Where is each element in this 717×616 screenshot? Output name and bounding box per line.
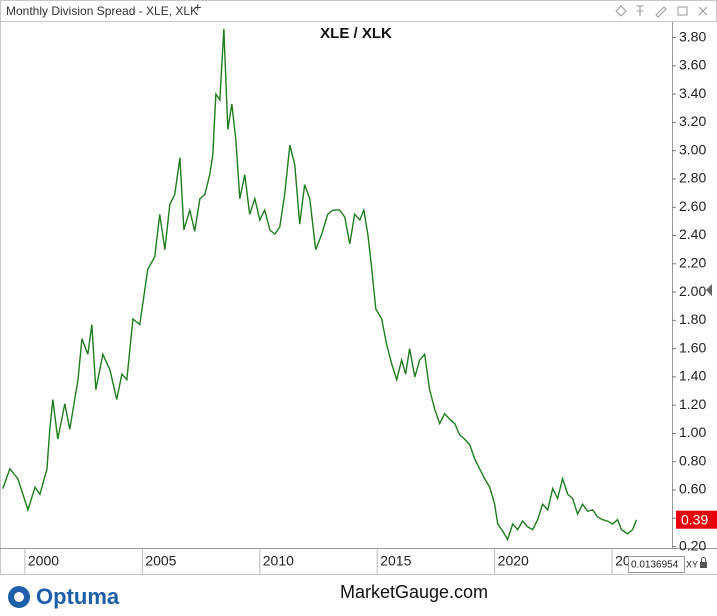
y-tick-label: 0.20 <box>679 537 706 553</box>
lock-icon[interactable] <box>700 562 707 568</box>
y-tick-label: 1.00 <box>679 424 706 440</box>
footer: Optuma MarketGauge.com <box>8 582 488 609</box>
lock-shackle <box>701 557 706 562</box>
x-tick-label: 2000 <box>28 553 59 569</box>
series-line <box>2 29 638 542</box>
y-tick-label: 0.60 <box>679 481 706 497</box>
y-tick-label: 1.20 <box>679 396 706 412</box>
expand-arrow[interactable] <box>706 284 712 296</box>
chart-title: XLE / XLK <box>320 25 392 42</box>
y-tick-label: 1.80 <box>679 311 706 327</box>
add-button[interactable]: + <box>194 0 202 14</box>
y-tick-label: 2.60 <box>679 198 706 214</box>
last-value-label: 0.39 <box>681 511 708 527</box>
y-tick-label: 1.40 <box>679 368 706 384</box>
window-icons <box>615 5 708 18</box>
x-tick-label: 2005 <box>145 553 176 569</box>
y-tick-label: 0.80 <box>679 452 706 468</box>
y-tick-label: 2.40 <box>679 226 706 242</box>
scale-mode[interactable]: XY <box>686 559 698 569</box>
y-tick-label: 3.20 <box>679 113 706 129</box>
y-tick-label: 3.00 <box>679 141 706 157</box>
last-value-box <box>676 510 717 529</box>
y-tick-label: 3.40 <box>679 85 706 101</box>
y-tick-label: 2.20 <box>679 254 706 270</box>
diamond-icon[interactable] <box>615 5 627 17</box>
x-tick-label: 2015 <box>380 553 411 569</box>
edit-icon[interactable] <box>655 6 667 18</box>
y-tick-label: 2.80 <box>679 170 706 186</box>
window-icon[interactable] <box>677 6 688 16</box>
close-icon[interactable] <box>698 6 708 16</box>
y-tick-label: 1.60 <box>679 339 706 355</box>
y-tick-label: 3.60 <box>679 57 706 73</box>
y-tick-label: 2.00 <box>679 283 706 299</box>
cursor-box <box>628 556 685 573</box>
pin-icon[interactable] <box>636 5 644 16</box>
x-tick-label: 2020 <box>498 553 529 569</box>
header-title: Monthly Division Spread - XLE, XLK <box>6 4 198 18</box>
brand: Optuma <box>36 584 120 609</box>
y-tick-label: 3.80 <box>679 28 706 44</box>
site: MarketGauge.com <box>340 582 488 602</box>
x-tick-label: 2010 <box>263 553 294 569</box>
cursor-value: 0.0136954 <box>631 560 679 571</box>
brand-logo-inner <box>14 592 24 602</box>
